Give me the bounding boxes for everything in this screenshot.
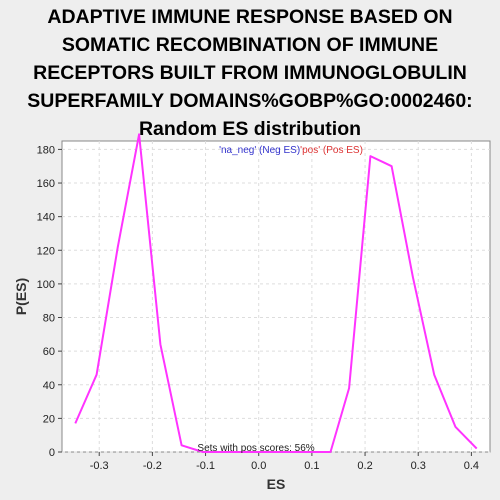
y-tick-label: 100 — [37, 279, 55, 291]
y-tick-label: 0 — [49, 447, 55, 459]
legend-entry-0: 'na_neg' (Neg ES) — [219, 145, 300, 156]
legend-entry-1: 'pos' (Pos ES) — [300, 145, 363, 156]
annotation-text: Sets with pos scores: 56% — [197, 443, 314, 454]
x-tick-label: 0.1 — [304, 460, 319, 472]
title-line-2: RECEPTORS BUILT FROM IMMUNOGLOBULIN — [33, 62, 467, 84]
x-axis-label: ES — [267, 476, 286, 492]
axes: -0.3 -0.2 -0.1 0.0 0.1 0.2 0.3 0.4 0 20 40 60 80 100 1… — [37, 144, 479, 472]
title-line-4: Random ES distribution — [138, 118, 362, 140]
x-tick-label: 0.3 — [411, 460, 426, 472]
title-line-3: SUPERFAMILY DOMAINS%GOBP%GO:0002460: — [27, 90, 473, 112]
series-line-0 — [74, 133, 478, 453]
title-line-1: SOMATIC RECOMBINATION OF IMMUNE — [61, 34, 439, 56]
legend: 'na_neg' (Neg ES)'pos' (Pos ES) — [219, 145, 363, 156]
x-tick-label: 0.2 — [357, 460, 372, 472]
x-tick-label: -0.3 — [90, 460, 109, 472]
x-tick-label: 0.4 — [464, 460, 479, 472]
y-tick-label: 60 — [43, 346, 55, 358]
title-line-0: ADAPTIVE IMMUNE RESPONSE BASED ON — [47, 6, 453, 28]
y-axis-label: P(ES) — [13, 278, 29, 315]
y-tick-label: 20 — [43, 413, 55, 425]
x-tick-label: -0.2 — [143, 460, 162, 472]
y-tick-label: 80 — [43, 313, 55, 325]
series-layer — [74, 133, 478, 453]
y-tick-label: 140 — [37, 212, 55, 224]
y-tick-label: 180 — [37, 144, 55, 156]
y-tick-label: 120 — [37, 245, 55, 257]
y-tick-label: 40 — [43, 380, 55, 392]
x-tick-label: 0.0 — [251, 460, 266, 472]
chart-title: ADAPTIVE IMMUNE RESPONSE BASED ON SOMATIC… — [0, 3, 500, 143]
y-tick-label: 160 — [37, 178, 55, 190]
x-tick-label: -0.1 — [196, 460, 215, 472]
plot-area — [61, 140, 491, 453]
